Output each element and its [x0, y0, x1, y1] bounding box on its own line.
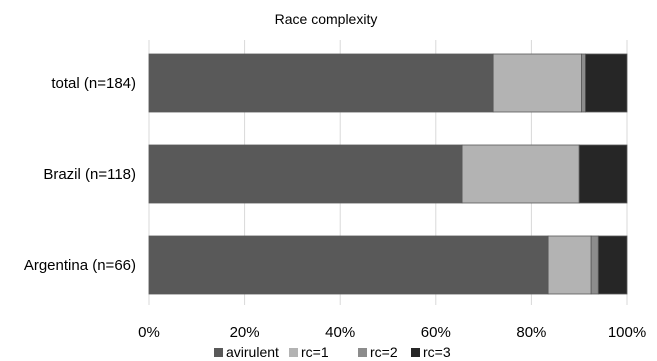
legend-swatch-rc-3 — [411, 348, 420, 357]
chart-title: Race complexity — [275, 11, 378, 27]
bar-argentina-n-66-avirulent — [148, 235, 549, 295]
legend-label-rc-2: rc=2 — [370, 344, 398, 360]
legend-label-rc-1: rc=1 — [301, 344, 329, 360]
x-tick-label-3: 60% — [421, 324, 451, 341]
category-label-total-n-184: total (n=184) — [51, 75, 136, 92]
legend-label-rc-3: rc=3 — [423, 344, 451, 360]
bar-brazil-n-118-avirulent — [148, 144, 463, 204]
bar-argentina-n-66-rc-2 — [590, 235, 599, 295]
bar-argentina-n-66-rc-1 — [547, 235, 592, 295]
bar-argentina-n-66-rc-3 — [597, 235, 628, 295]
x-tick-label-4: 80% — [516, 324, 546, 341]
bar-total-n-184-rc-2 — [581, 53, 586, 113]
category-label-argentina-n-66: Argentina (n=66) — [24, 257, 136, 274]
x-tick-label-2: 40% — [325, 324, 355, 341]
x-tick-label-0: 0% — [138, 324, 160, 341]
category-labels: total (n=184) Brazil (n=118) Argentina (n=… — [24, 75, 136, 274]
legend-swatch-avirulent — [214, 348, 223, 357]
legend-label-avirulent: avirulent — [226, 344, 279, 360]
x-tick-label-1: 20% — [230, 324, 260, 341]
x-tick-label-5: 100% — [608, 324, 646, 341]
legend: avirulent rc=1 rc=2 rc=3 — [214, 344, 451, 360]
bar-brazil-n-118-rc-3 — [578, 144, 628, 204]
x-tick-labels: 0% 20% 40% 60% 80% 100% — [138, 324, 646, 341]
bar-brazil-n-118-rc-1 — [461, 144, 580, 204]
bar-total-n-184-avirulent — [148, 53, 494, 113]
bar-total-n-184-rc-1 — [492, 53, 582, 113]
bar-total-n-184-rc-3 — [585, 53, 628, 113]
category-label-brazil-n-118: Brazil (n=118) — [43, 166, 136, 183]
legend-swatch-rc-1 — [289, 348, 298, 357]
legend-swatch-rc-2 — [358, 348, 367, 357]
bars-layer — [148, 53, 628, 295]
